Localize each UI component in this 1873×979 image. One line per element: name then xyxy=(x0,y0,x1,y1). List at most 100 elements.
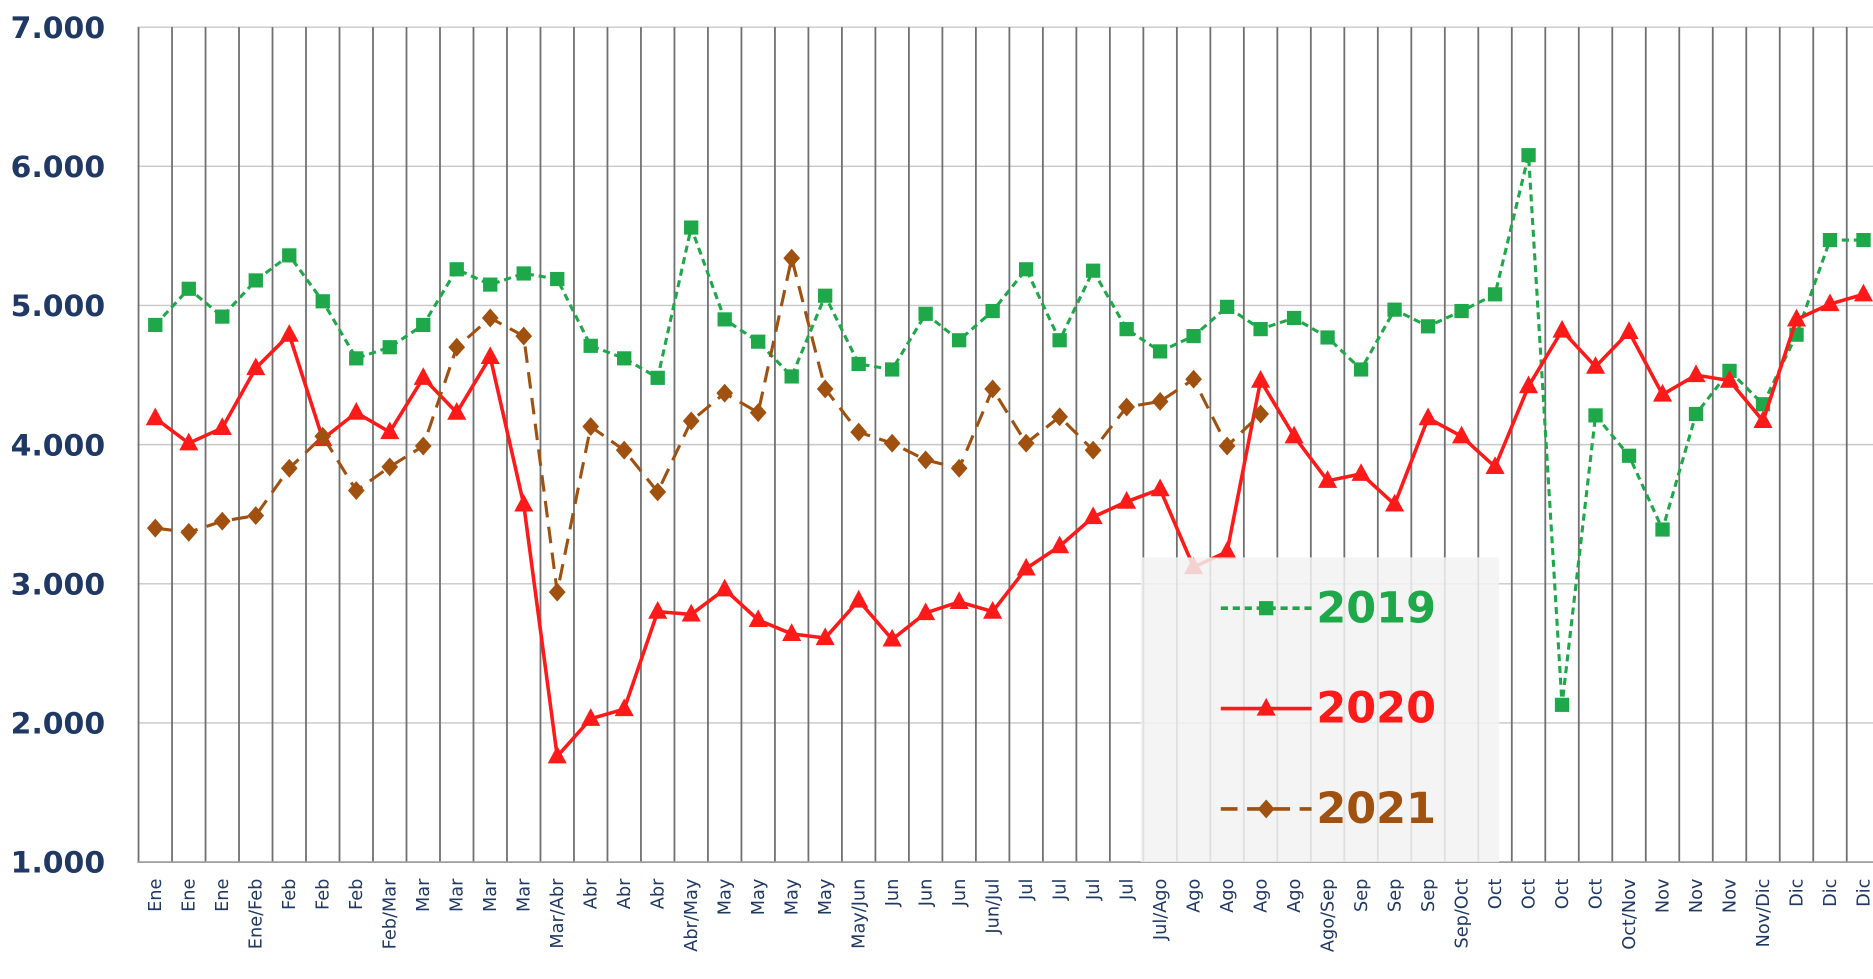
y-tick-label: 1.000 xyxy=(11,846,105,881)
marker xyxy=(1554,697,1570,712)
marker xyxy=(1856,232,1871,248)
marker xyxy=(782,623,802,641)
marker xyxy=(382,340,397,355)
marker xyxy=(581,708,601,726)
marker xyxy=(550,271,565,287)
marker xyxy=(349,351,364,366)
marker xyxy=(983,600,1003,619)
marker xyxy=(246,357,266,376)
marker xyxy=(649,482,667,502)
marker xyxy=(1719,369,1740,388)
x-tick-label: Feb xyxy=(346,879,367,910)
marker xyxy=(816,379,834,399)
marker xyxy=(1454,303,1469,319)
x-tick-label: Dic xyxy=(1820,879,1841,907)
x-tick-label: Sep xyxy=(1418,879,1439,912)
marker xyxy=(279,324,299,342)
x-tick-label: Jul xyxy=(1117,879,1138,901)
x-tick-label: Jul xyxy=(1050,879,1071,901)
marker xyxy=(884,362,900,377)
marker xyxy=(1318,470,1338,488)
marker xyxy=(1286,310,1302,326)
marker xyxy=(1655,522,1670,537)
marker xyxy=(1387,302,1402,317)
marker xyxy=(1253,322,1268,337)
marker xyxy=(1786,308,1807,327)
x-tick-label: Abr xyxy=(614,878,635,909)
marker xyxy=(985,303,1000,319)
x-tick-label: Nov xyxy=(1719,879,1740,914)
marker xyxy=(447,401,467,420)
marker xyxy=(615,440,633,460)
marker xyxy=(215,309,230,324)
x-tick-label: Ago/Sep xyxy=(1317,879,1338,952)
marker xyxy=(716,383,734,403)
marker xyxy=(247,506,265,526)
x-tick-label: Mar xyxy=(413,878,434,912)
marker xyxy=(148,317,163,333)
x-tick-label: Mar xyxy=(447,878,468,912)
x-tick-label: Oct xyxy=(1552,879,1573,910)
marker xyxy=(1385,493,1405,512)
marker xyxy=(1117,491,1137,509)
x-tick-label: Oct/Nov xyxy=(1619,879,1640,950)
y-tick-label: 4.000 xyxy=(11,428,105,463)
marker xyxy=(617,351,632,366)
marker xyxy=(380,421,400,440)
marker xyxy=(815,627,835,646)
marker xyxy=(949,591,969,609)
legend-box xyxy=(1140,557,1500,863)
x-tick-label: May xyxy=(782,879,803,916)
y-tick-label: 5.000 xyxy=(11,289,105,324)
x-tick-label: Ago xyxy=(1217,879,1238,913)
marker xyxy=(650,370,665,385)
x-tick-label: Ago xyxy=(1250,879,1271,913)
marker xyxy=(448,337,466,357)
marker xyxy=(381,457,399,477)
marker xyxy=(583,338,598,353)
marker xyxy=(748,609,768,628)
marker xyxy=(1621,448,1637,463)
marker xyxy=(648,600,668,619)
marker xyxy=(918,306,933,321)
marker xyxy=(784,369,799,384)
y-tick-label: 3.000 xyxy=(11,568,105,603)
marker xyxy=(1822,232,1838,248)
series-line xyxy=(155,257,1262,593)
marker xyxy=(1284,425,1304,444)
marker xyxy=(1418,407,1438,426)
marker xyxy=(480,346,500,365)
marker xyxy=(883,433,901,453)
marker xyxy=(715,578,735,597)
marker xyxy=(1052,333,1067,348)
marker xyxy=(1518,375,1539,394)
marker xyxy=(1552,319,1572,338)
x-tick-label: Jun xyxy=(916,879,937,908)
marker xyxy=(684,220,699,235)
marker xyxy=(1688,406,1704,422)
marker xyxy=(212,417,232,436)
x-tick-label: Feb xyxy=(313,879,334,910)
marker xyxy=(1452,425,1472,444)
marker xyxy=(1853,283,1873,302)
marker xyxy=(1219,299,1235,314)
marker xyxy=(547,745,567,764)
x-tick-label: Jul xyxy=(1083,879,1104,901)
marker xyxy=(145,407,165,426)
marker xyxy=(449,262,464,277)
marker xyxy=(851,356,866,372)
marker xyxy=(849,589,869,608)
x-tick-label: Jun xyxy=(949,879,970,908)
marker xyxy=(315,294,330,309)
marker xyxy=(1016,557,1036,576)
y-tick-label: 6.000 xyxy=(11,150,105,185)
marker xyxy=(682,411,700,431)
x-tick-label: Oct xyxy=(1485,879,1506,910)
marker xyxy=(180,522,198,542)
marker xyxy=(1017,433,1035,453)
marker xyxy=(1085,263,1101,278)
x-tick-label: Ago xyxy=(1183,879,1204,913)
x-tick-label: Jun xyxy=(882,879,903,908)
legend-label: 2019 xyxy=(1316,584,1436,634)
marker xyxy=(1820,293,1840,312)
